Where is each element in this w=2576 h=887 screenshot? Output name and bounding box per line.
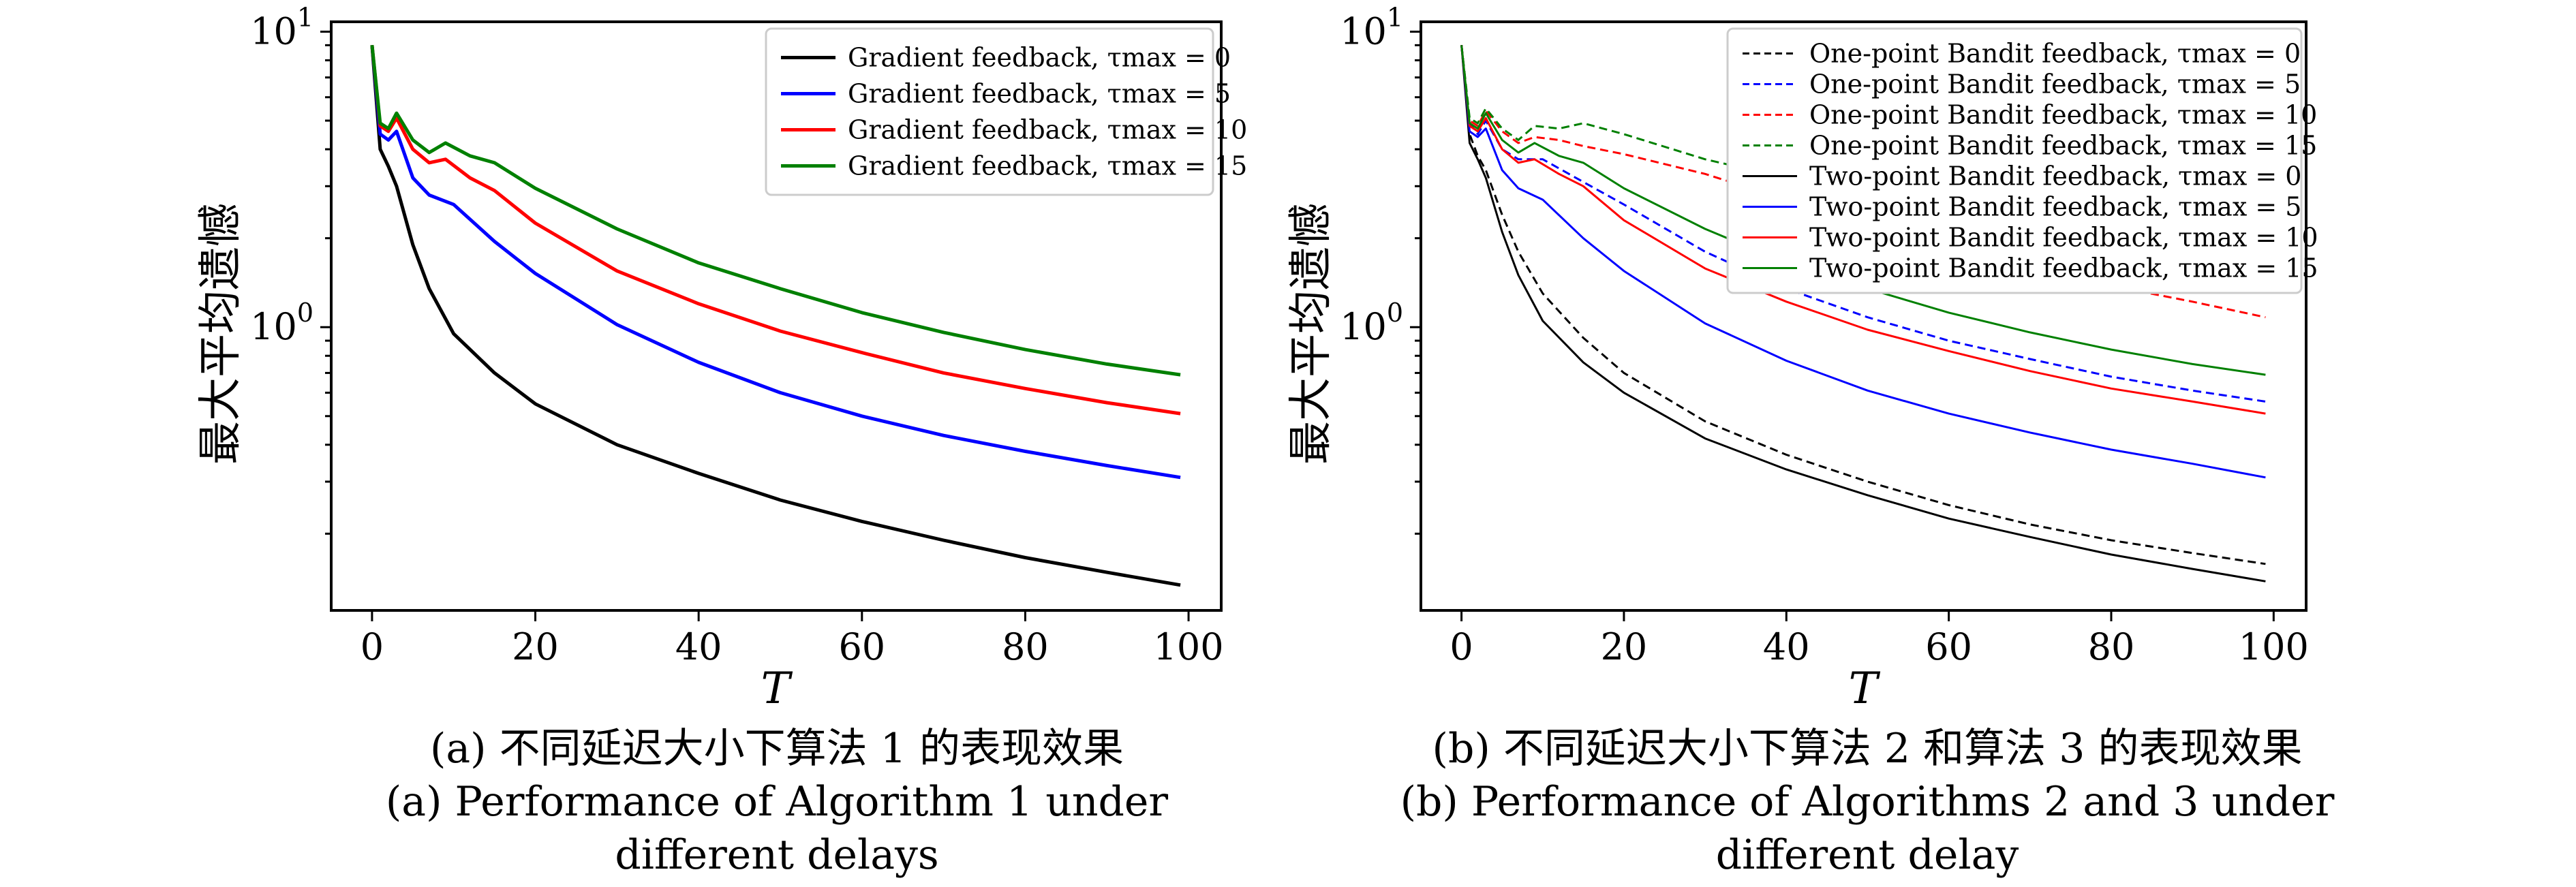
x-tick-label: 40 bbox=[675, 625, 722, 668]
y-tick-label: 101 bbox=[250, 2, 313, 52]
plot-frame bbox=[1420, 20, 2307, 612]
plot-frame bbox=[330, 20, 1223, 612]
panel-a-ylabel: 最大平均遗憾 bbox=[196, 203, 246, 465]
legend-label: Two-point Bandit feedback, τmax = 0 bbox=[1809, 161, 2301, 191]
series-line-6 bbox=[1460, 45, 2266, 415]
legend-box bbox=[1726, 27, 2303, 294]
panel-b-caption-en-line1: (b) Performance of Algorithms 2 and 3 un… bbox=[1400, 778, 2335, 826]
series-line-1 bbox=[370, 45, 1181, 480]
panel-b-caption-cn: (b) 不同延迟大小下算法 2 和算法 3 的表现效果 bbox=[1432, 725, 2303, 773]
series-line-0 bbox=[370, 45, 1181, 587]
x-tick-label: 80 bbox=[1002, 625, 1049, 668]
series-line-7 bbox=[1460, 45, 2266, 376]
y-tick-label: 100 bbox=[250, 298, 313, 348]
panel-a-xlabel: T bbox=[761, 664, 793, 714]
series-line-2 bbox=[370, 45, 1181, 416]
legend-label: Two-point Bandit feedback, τmax = 10 bbox=[1809, 223, 2318, 253]
x-tick-label: 20 bbox=[512, 625, 559, 668]
series-line-1 bbox=[1460, 45, 2266, 403]
x-tick-label: 20 bbox=[1601, 625, 1648, 668]
y-tick-label: 100 bbox=[1340, 298, 1403, 348]
series-line-0 bbox=[1460, 45, 2266, 565]
panel-b-chart: 0 20 40 60 80 100 100 101 One-point Bandit feedb… bbox=[1340, 2, 2318, 668]
series-line-4 bbox=[1460, 45, 2266, 582]
legend-box bbox=[765, 27, 1214, 196]
legend-label: Gradient feedback, τmax = 0 bbox=[848, 43, 1231, 73]
panel-b-caption-en-line2: different delay bbox=[1715, 831, 2019, 879]
x-tick-label: 60 bbox=[1925, 625, 1972, 668]
panel-b-ylabel: 最大平均遗憾 bbox=[1286, 203, 1336, 465]
legend-label: Gradient feedback, τmax = 15 bbox=[848, 151, 1247, 181]
x-tick-label: 60 bbox=[838, 625, 885, 668]
panel-a-caption-en-line2: different delays bbox=[615, 831, 939, 879]
panel-a-caption: (a) 不同延迟大小下算法 1 的表现效果 (a) Performance of… bbox=[327, 722, 1227, 882]
legend-label: Gradient feedback, τmax = 10 bbox=[848, 115, 1247, 145]
panel-a-caption-cn: (a) 不同延迟大小下算法 1 的表现效果 bbox=[430, 725, 1124, 773]
x-tick-label: 100 bbox=[1154, 625, 1224, 668]
y-tick-label: 101 bbox=[1340, 2, 1403, 52]
panel-b-caption: (b) 不同延迟大小下算法 2 和算法 3 的表现效果 (b) Performa… bbox=[1336, 722, 2399, 882]
legend: One-point Bandit feedback, τmax = 0One-p… bbox=[1726, 27, 2318, 294]
panel-a-chart: 0 20 40 60 80 100 100 101 Gradient feedback, τma… bbox=[250, 2, 1247, 668]
x-tick-label: 80 bbox=[2088, 625, 2135, 668]
x-tick-label: 0 bbox=[361, 625, 384, 668]
legend-label: One-point Bandit feedback, τmax = 0 bbox=[1809, 39, 2301, 69]
legend-label: One-point Bandit feedback, τmax = 15 bbox=[1809, 131, 2317, 161]
x-tick-label: 0 bbox=[1450, 625, 1473, 668]
legend-label: Two-point Bandit feedback, τmax = 15 bbox=[1809, 253, 2318, 283]
x-tick-label: 40 bbox=[1763, 625, 1810, 668]
series-line-3 bbox=[370, 45, 1181, 377]
legend-label: Gradient feedback, τmax = 5 bbox=[848, 79, 1231, 109]
series-group bbox=[370, 45, 1181, 587]
legend-label: One-point Bandit feedback, τmax = 10 bbox=[1809, 100, 2317, 130]
series-line-5 bbox=[1460, 45, 2266, 479]
panel-a-caption-en-line1: (a) Performance of Algorithm 1 under bbox=[385, 778, 1169, 826]
panel-b-xlabel: T bbox=[1849, 664, 1881, 714]
legend-label: One-point Bandit feedback, τmax = 5 bbox=[1809, 69, 2301, 99]
legend-label: Two-point Bandit feedback, τmax = 5 bbox=[1809, 192, 2301, 222]
legend: Gradient feedback, τmax = 0 Gradient feed… bbox=[765, 27, 1247, 196]
x-tick-label: 100 bbox=[2239, 625, 2309, 668]
